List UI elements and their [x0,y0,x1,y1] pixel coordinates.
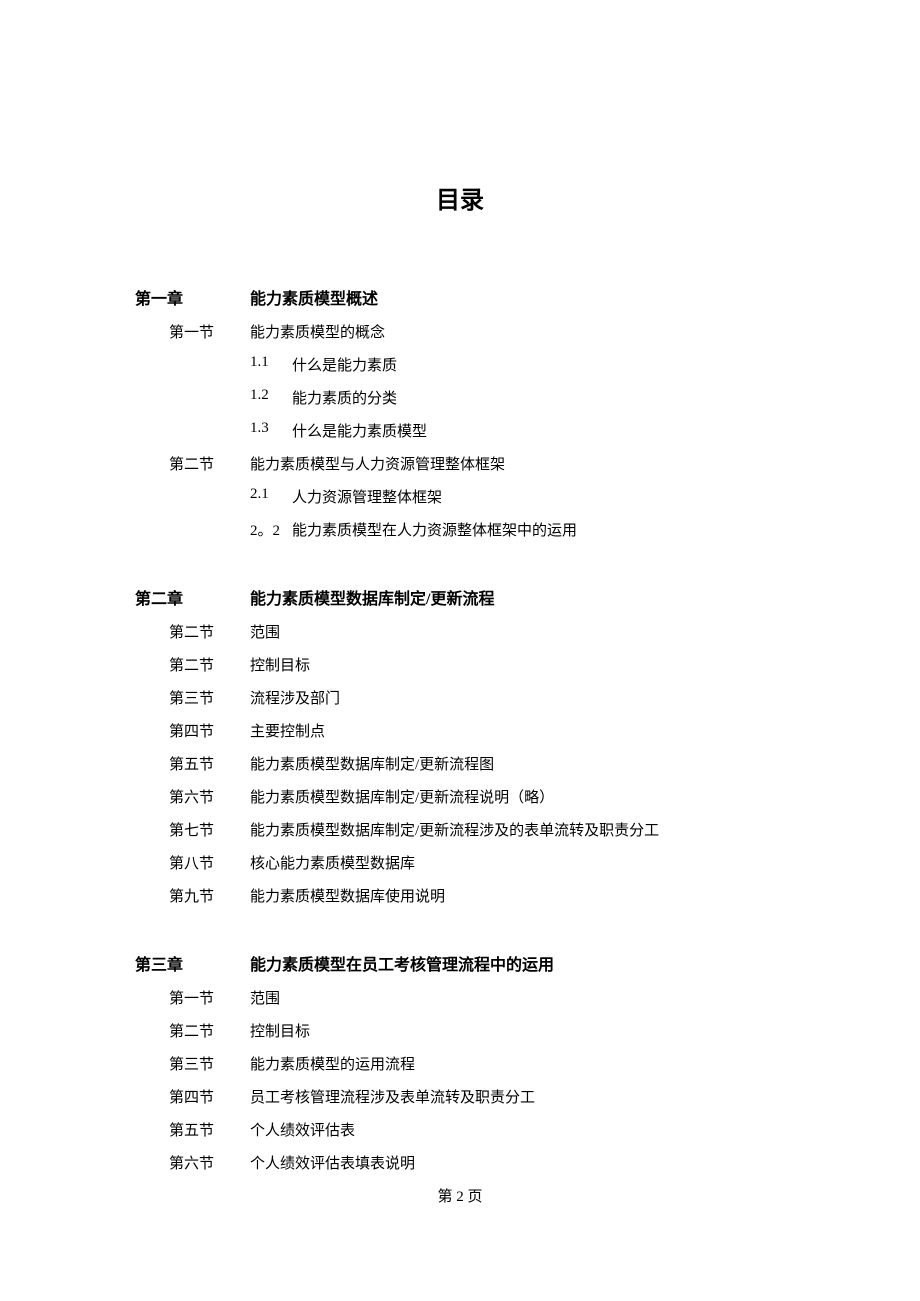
section-label: 第七节 [169,819,250,840]
section-title: 能力素质模型数据库制定/更新流程涉及的表单流转及职责分工 [250,819,785,840]
section-title: 能力素质模型的概念 [250,321,785,342]
chapter-title: 能力素质模型概述 [250,285,785,309]
chapter-label: 第一章 [135,285,250,309]
section-label: 第六节 [169,1152,250,1173]
page-content: 目录 第一章能力素质模型概述第一节能力素质模型的概念1.1什么是能力素质1.2能… [0,0,920,1173]
section: 第四节员工考核管理流程涉及表单流转及职责分工 [135,1086,785,1107]
section-title: 控制目标 [250,1020,785,1041]
section-label: 第五节 [169,753,250,774]
section-label: 第四节 [169,720,250,741]
section: 第五节能力素质模型数据库制定/更新流程图 [135,753,785,774]
section-label: 第一节 [169,321,250,342]
chapter-title: 能力素质模型在员工考核管理流程中的运用 [250,951,785,975]
chapter-header: 第三章能力素质模型在员工考核管理流程中的运用 [135,951,785,975]
section-label: 第九节 [169,885,250,906]
subsection-title: 能力素质模型在人力资源整体框架中的运用 [292,519,785,540]
section-title: 范围 [250,987,785,1008]
section: 第六节个人绩效评估表填表说明 [135,1152,785,1173]
subsection: 2.1人力资源管理整体框架 [135,486,785,507]
subsection: 2。2能力素质模型在人力资源整体框架中的运用 [135,519,785,540]
section: 第二节控制目标 [135,654,785,675]
section-label: 第二节 [169,1020,250,1041]
section-label: 第六节 [169,786,250,807]
document-title: 目录 [135,180,785,215]
section-title: 能力素质模型与人力资源管理整体框架 [250,453,785,474]
section: 第五节个人绩效评估表 [135,1119,785,1140]
section: 第二节控制目标 [135,1020,785,1041]
section-title: 主要控制点 [250,720,785,741]
page-footer: 第 2 页 [0,1185,920,1206]
section-label: 第一节 [169,987,250,1008]
section-title: 范围 [250,621,785,642]
chapter-title: 能力素质模型数据库制定/更新流程 [250,585,785,609]
section-label: 第四节 [169,1086,250,1107]
toc-container: 第一章能力素质模型概述第一节能力素质模型的概念1.1什么是能力素质1.2能力素质… [135,285,785,1173]
section: 第六节能力素质模型数据库制定/更新流程说明（略） [135,786,785,807]
subsection-label: 1.3 [250,420,292,441]
section-title: 流程涉及部门 [250,687,785,708]
section: 第三节能力素质模型的运用流程 [135,1053,785,1074]
subsection-label: 1.2 [250,387,292,408]
section-label: 第三节 [169,687,250,708]
chapter: 第三章能力素质模型在员工考核管理流程中的运用第一节范围第二节控制目标第三节能力素… [135,951,785,1173]
section-title: 核心能力素质模型数据库 [250,852,785,873]
section-title: 控制目标 [250,654,785,675]
chapter-label: 第三章 [135,951,250,975]
subsection-label: 2。2 [250,519,292,540]
chapter-header: 第二章能力素质模型数据库制定/更新流程 [135,585,785,609]
section-label: 第二节 [169,453,250,474]
section-title: 能力素质模型数据库制定/更新流程说明（略） [250,786,785,807]
section-label: 第五节 [169,1119,250,1140]
section-title: 能力素质模型数据库制定/更新流程图 [250,753,785,774]
subsection: 1.2能力素质的分类 [135,387,785,408]
chapter-label: 第二章 [135,585,250,609]
section: 第二节能力素质模型与人力资源管理整体框架 [135,453,785,474]
chapter-header: 第一章能力素质模型概述 [135,285,785,309]
section: 第七节能力素质模型数据库制定/更新流程涉及的表单流转及职责分工 [135,819,785,840]
section: 第二节范围 [135,621,785,642]
section: 第一节能力素质模型的概念 [135,321,785,342]
section-title: 能力素质模型的运用流程 [250,1053,785,1074]
section: 第三节流程涉及部门 [135,687,785,708]
section-label: 第二节 [169,621,250,642]
chapter: 第一章能力素质模型概述第一节能力素质模型的概念1.1什么是能力素质1.2能力素质… [135,285,785,540]
chapter: 第二章能力素质模型数据库制定/更新流程第二节范围第二节控制目标第三节流程涉及部门… [135,585,785,906]
section-label: 第三节 [169,1053,250,1074]
section: 第九节能力素质模型数据库使用说明 [135,885,785,906]
subsection-title: 什么是能力素质模型 [292,420,785,441]
section-title: 员工考核管理流程涉及表单流转及职责分工 [250,1086,785,1107]
subsection: 1.3什么是能力素质模型 [135,420,785,441]
subsection-label: 1.1 [250,354,292,375]
subsection-title: 能力素质的分类 [292,387,785,408]
section-title: 个人绩效评估表填表说明 [250,1152,785,1173]
section: 第八节核心能力素质模型数据库 [135,852,785,873]
section-label: 第二节 [169,654,250,675]
subsection-title: 人力资源管理整体框架 [292,486,785,507]
section-title: 能力素质模型数据库使用说明 [250,885,785,906]
subsection-label: 2.1 [250,486,292,507]
subsection-title: 什么是能力素质 [292,354,785,375]
section-title: 个人绩效评估表 [250,1119,785,1140]
section: 第四节主要控制点 [135,720,785,741]
section-label: 第八节 [169,852,250,873]
section: 第一节范围 [135,987,785,1008]
subsection: 1.1什么是能力素质 [135,354,785,375]
